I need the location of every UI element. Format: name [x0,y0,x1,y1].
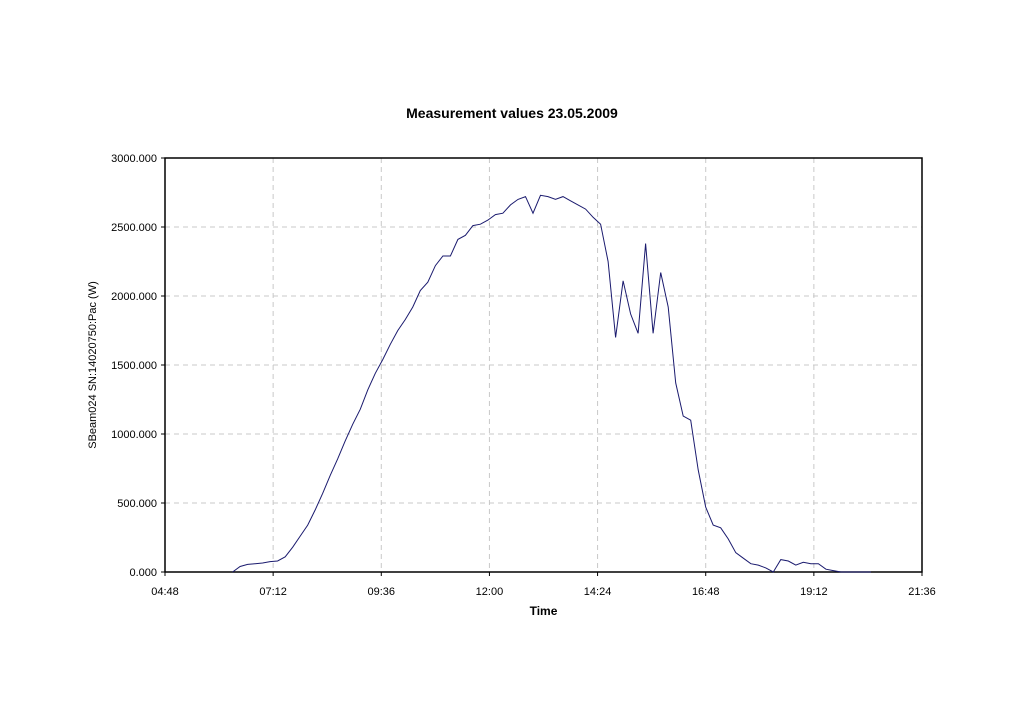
x-axis-label: Time [530,604,558,618]
x-tick-label: 12:00 [476,586,504,598]
x-tick-label: 21:36 [908,586,936,598]
x-tick-label: 07:12 [259,586,287,598]
gridlines [165,158,922,572]
y-tick-label: 500.000 [117,498,157,510]
chart-title: Measurement values 23.05.2009 [406,105,618,121]
y-tick-label: 0.000 [129,567,157,579]
y-tick-label: 1500.000 [111,360,157,372]
y-tick-label: 3000.000 [111,153,157,165]
x-tick-label: 14:24 [584,586,612,598]
x-tick-label: 19:12 [800,586,828,598]
x-tick-label: 04:48 [151,586,179,598]
y-axis-label: SBeam024 SN:14020750:Pac (W) [87,281,99,449]
x-tick-label: 09:36 [368,586,396,598]
x-tick-label: 16:48 [692,586,720,598]
y-tick-label: 1000.000 [111,429,157,441]
y-axis-ticks: 0.000 500.000 1000.000 1500.000 2000.000 2500… [111,153,165,579]
y-tick-label: 2000.000 [111,291,157,303]
x-axis-ticks: 04:48 07:12 09:36 12:00 14:24 16:48 19:12 21:36 [151,572,936,598]
y-tick-label: 2500.000 [111,222,157,234]
series-line [232,194,871,573]
plot-frame [164,157,923,573]
